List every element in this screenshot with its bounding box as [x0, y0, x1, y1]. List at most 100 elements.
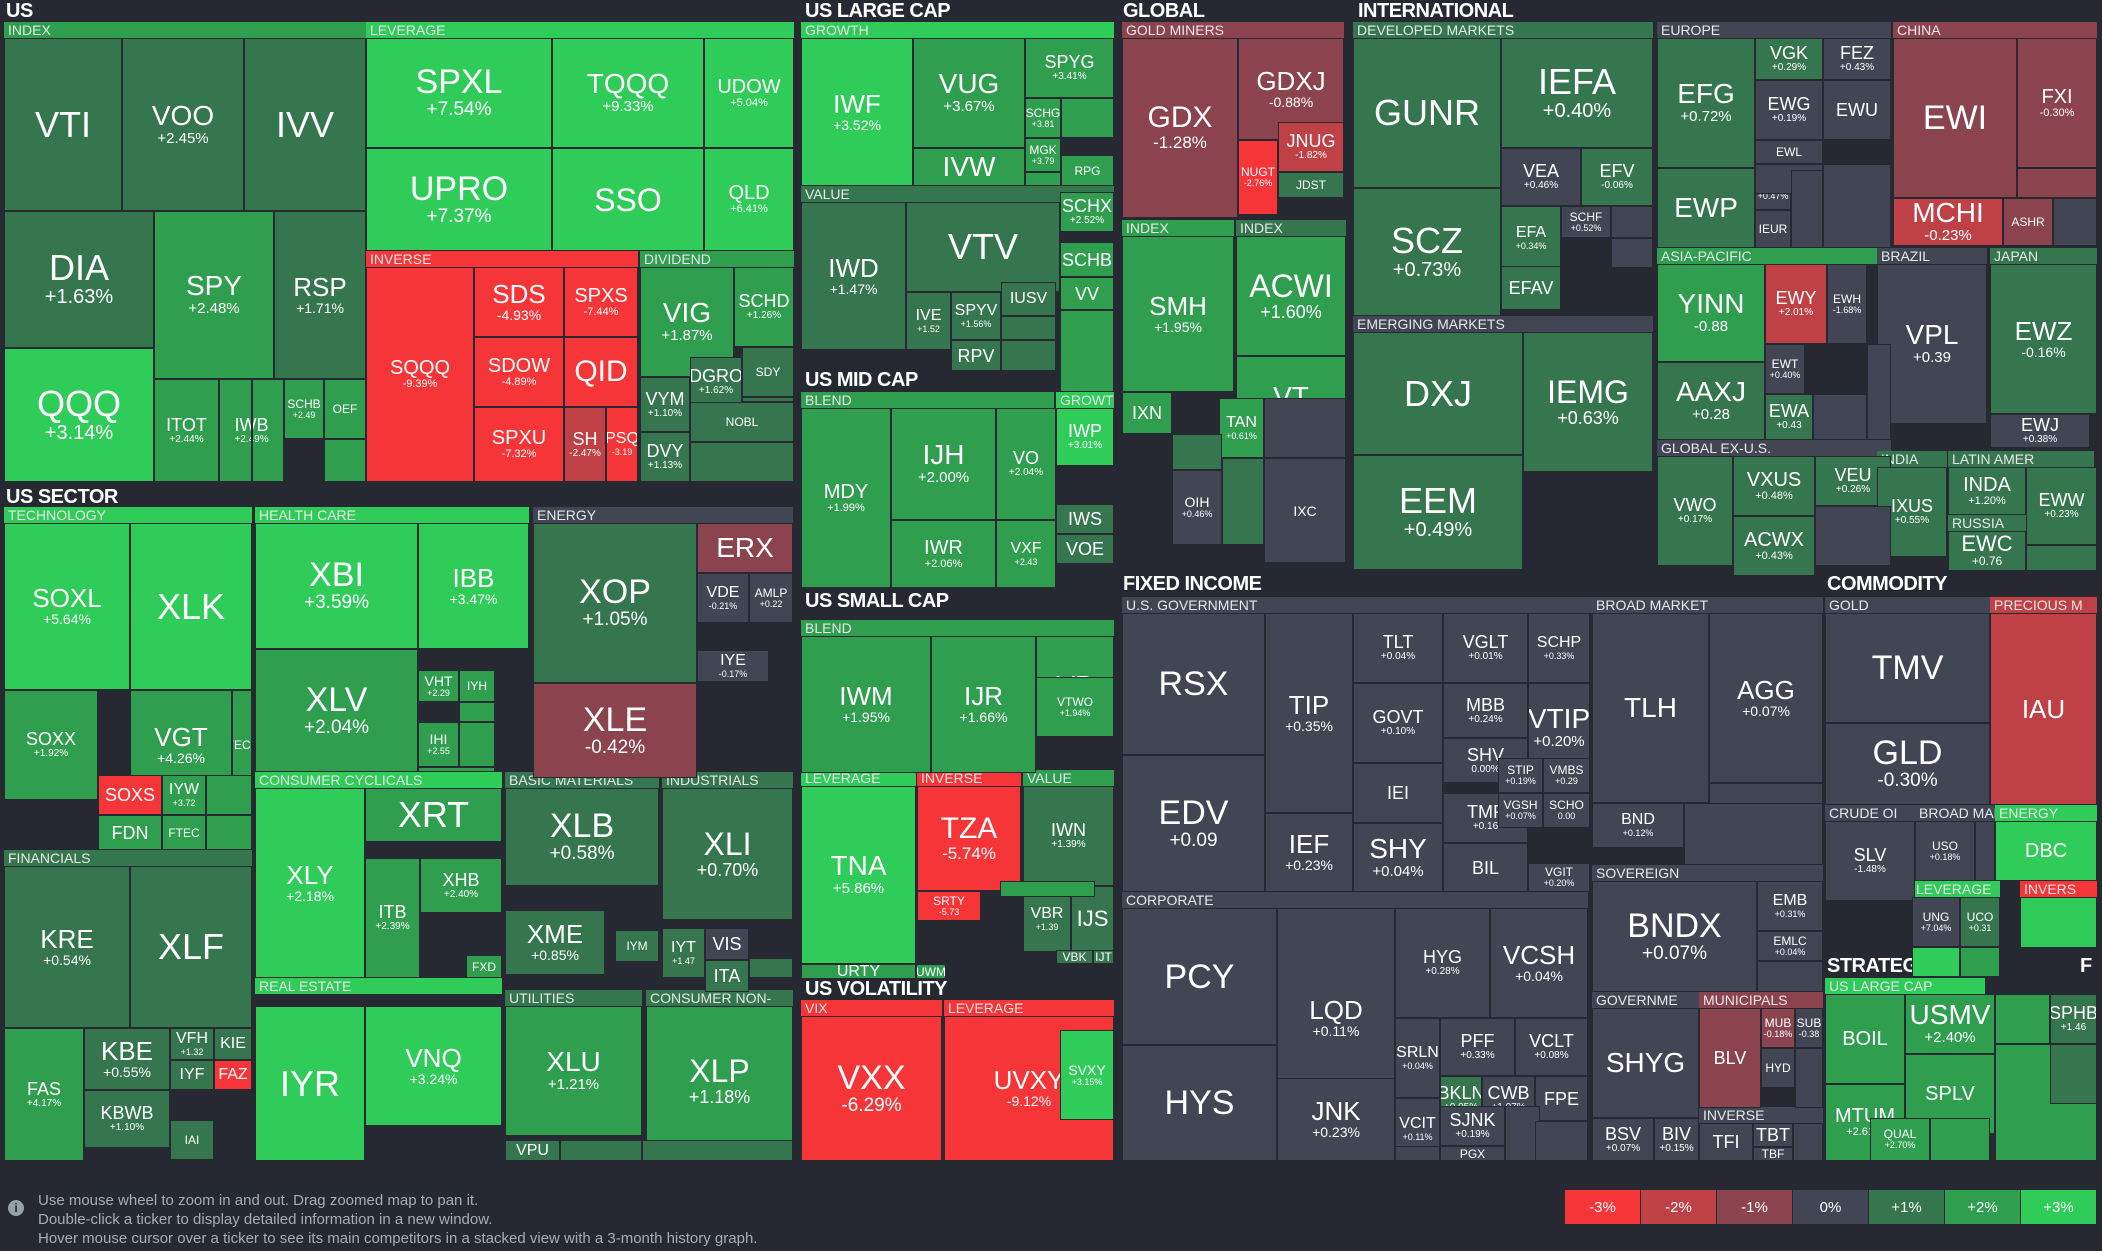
tile-vis[interactable]: VIS: [705, 928, 749, 960]
tile-fxi[interactable]: FXI -0.30%: [2017, 38, 2097, 168]
tile-fas[interactable]: FAS +4.17%: [4, 1028, 84, 1161]
tile-ung[interactable]: UNG +7.04%: [1912, 897, 1960, 947]
tile-pgx[interactable]: PGX: [1440, 1146, 1505, 1161]
tile-ivw[interactable]: IVW: [913, 148, 1025, 186]
tile-rpg[interactable]: RPG: [1061, 155, 1114, 186]
tile-iws[interactable]: IWS: [1056, 504, 1114, 534]
minor-etf-tile[interactable]: [251, 379, 253, 482]
tile-xop[interactable]: XOP +1.05%: [533, 523, 697, 683]
tile-xlv[interactable]: XLV +2.04%: [255, 649, 418, 772]
tile-iwf[interactable]: IWF +3.52%: [801, 38, 913, 186]
tile-ewi[interactable]: EWI: [1893, 38, 2017, 198]
tile-ewj[interactable]: EWJ +0.38%: [1990, 414, 2090, 448]
minor-etf-tile[interactable]: [1960, 947, 2000, 977]
tile-iai[interactable]: IAI: [170, 1120, 214, 1160]
minor-etf-tile[interactable]: [2053, 198, 2097, 246]
tile-hyg[interactable]: HYG +0.28%: [1395, 908, 1490, 1018]
tile-soxs[interactable]: SOXS: [98, 775, 162, 815]
tile-vmbs[interactable]: VMBS +0.29: [1543, 758, 1590, 793]
tile-iwn[interactable]: IWN +1.39%: [1023, 786, 1114, 886]
tile-bil[interactable]: BIL: [1443, 843, 1528, 892]
tile-ieur[interactable]: IEUR: [1755, 210, 1791, 248]
tile-schx[interactable]: SCHX +2.52%: [1060, 192, 1114, 232]
tile-efv[interactable]: EFV -0.06%: [1581, 148, 1653, 206]
minor-etf-tile[interactable]: [1535, 1121, 1588, 1161]
tile-xly[interactable]: XLY +2.18%: [255, 788, 365, 978]
tile-ihi[interactable]: IHI +2.55: [418, 722, 459, 767]
tile-ixc[interactable]: IXC: [1264, 458, 1346, 563]
tile-dia[interactable]: DIA +1.63%: [4, 211, 154, 348]
minor-etf-tile[interactable]: [1505, 1106, 1540, 1161]
tile-ewl[interactable]: EWL: [1755, 140, 1823, 164]
tile-efav[interactable]: EFAV: [1501, 266, 1561, 310]
tile-ief[interactable]: IEF +0.23%: [1265, 813, 1353, 892]
tile-vpu[interactable]: VPU: [505, 1140, 560, 1161]
tile-iyt[interactable]: IYT +1.47: [662, 928, 705, 978]
tile-itot[interactable]: ITOT +2.44%: [154, 379, 219, 482]
tile-ixn[interactable]: IXN: [1122, 392, 1172, 434]
tile-xme[interactable]: XME +0.85%: [505, 910, 605, 975]
tile-vgk[interactable]: VGK +0.29%: [1755, 38, 1823, 80]
minor-etf-tile[interactable]: [1930, 1118, 1990, 1161]
tile-tbt[interactable]: TBT: [1753, 1123, 1793, 1147]
tile-tfi[interactable]: TFI: [1699, 1123, 1753, 1161]
tile-psq[interactable]: PSQ -3.19: [606, 407, 638, 482]
tile-bsv[interactable]: BSV +0.07%: [1592, 1118, 1654, 1161]
minor-etf-tile[interactable]: [1611, 238, 1653, 268]
minor-etf-tile[interactable]: [642, 1140, 793, 1161]
tile-kie[interactable]: KIE: [214, 1028, 252, 1060]
minor-etf-tile[interactable]: [1000, 881, 1095, 897]
tile-tecl[interactable]: TECL: [232, 690, 252, 800]
tile-shy[interactable]: SHY +0.04%: [1353, 823, 1443, 892]
tile-vo[interactable]: VO +2.04%: [996, 408, 1056, 520]
tile-tlt[interactable]: TLT +0.04%: [1353, 613, 1443, 683]
tile-faz[interactable]: FAZ: [214, 1060, 252, 1090]
tile-xrt[interactable]: XRT: [365, 788, 502, 842]
tile-slv[interactable]: SLV -1.48%: [1825, 821, 1915, 901]
tile-xle[interactable]: XLE -0.42%: [533, 683, 697, 778]
tile-jdst[interactable]: JDST: [1278, 172, 1344, 198]
tile-iwp[interactable]: IWP +3.01%: [1056, 408, 1114, 466]
tile-sdy[interactable]: SDY: [742, 347, 794, 397]
minor-etf-tile[interactable]: [690, 442, 794, 482]
tile-dbc[interactable]: DBC: [1995, 821, 2097, 881]
tile-efg[interactable]: EFG +0.72%: [1657, 38, 1755, 168]
tile-vglt[interactable]: VGLT +0.01%: [1443, 613, 1528, 683]
tile-mdy[interactable]: MDY +1.99%: [801, 408, 891, 588]
tile-sphb[interactable]: SPHB +1.46: [2050, 994, 2097, 1044]
tile-uwm[interactable]: UWM: [916, 964, 946, 979]
tile-iwd[interactable]: IWD +1.47%: [801, 202, 906, 350]
minor-etf-tile[interactable]: [1264, 398, 1346, 458]
tile-xlu[interactable]: XLU +1.21%: [505, 1006, 642, 1136]
tile-schg[interactable]: SCHG +3.81: [1025, 98, 1061, 138]
tile-usmv[interactable]: USMV +2.40%: [1905, 994, 1995, 1054]
tile-vti[interactable]: VTI: [4, 38, 122, 211]
tile-dxj[interactable]: DXJ: [1353, 332, 1523, 455]
tile-vgsh[interactable]: VGSH +0.07%: [1498, 793, 1543, 828]
tile-erx[interactable]: ERX: [697, 523, 793, 573]
tile-sds[interactable]: SDS -4.93%: [474, 267, 564, 337]
tile-sqqq[interactable]: SQQQ -9.39%: [366, 267, 474, 482]
tile-tbf[interactable]: TBF: [1753, 1147, 1793, 1161]
minor-etf-tile[interactable]: [1791, 170, 1823, 248]
tile-pcy[interactable]: PCY: [1122, 908, 1277, 1045]
tile-vnq[interactable]: VNQ +3.24%: [365, 1006, 502, 1126]
minor-etf-tile[interactable]: [418, 767, 495, 772]
tile-vwo[interactable]: VWO +0.17%: [1657, 456, 1733, 566]
tile-ewa[interactable]: EWA +0.43: [1765, 394, 1813, 440]
tile-sjnk[interactable]: SJNK +0.19%: [1440, 1106, 1505, 1146]
tile-boil[interactable]: BOIL: [1825, 994, 1905, 1084]
tile-iyr[interactable]: IYR: [255, 1006, 365, 1161]
minor-etf-tile[interactable]: [459, 702, 495, 722]
tile-tna[interactable]: TNA +5.86%: [801, 786, 916, 964]
tile-ewg[interactable]: EWG +0.19%: [1755, 80, 1823, 140]
minor-etf-tile[interactable]: [560, 1140, 642, 1161]
tile-ijs[interactable]: IJS: [1071, 886, 1114, 952]
tile-jnk[interactable]: JNK +0.23%: [1277, 1078, 1395, 1161]
minor-etf-tile[interactable]: [459, 722, 495, 767]
tile-soxl[interactable]: SOXL +5.64%: [4, 523, 130, 690]
tile-vbk[interactable]: VBK: [1056, 950, 1093, 964]
tile-vea[interactable]: VEA +0.46%: [1501, 148, 1581, 206]
tile-iemg[interactable]: IEMG +0.63%: [1523, 332, 1653, 472]
tile-smh[interactable]: SMH +1.95%: [1122, 236, 1234, 392]
